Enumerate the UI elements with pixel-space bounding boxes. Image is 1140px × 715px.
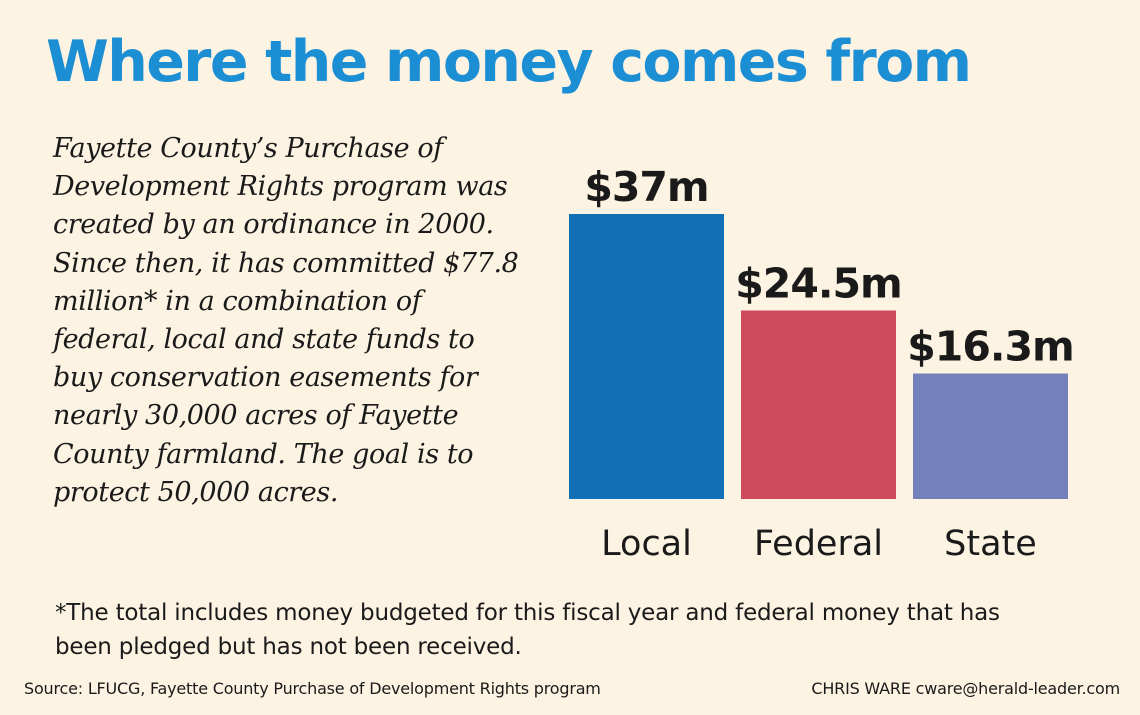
category-label-federal: Federal [754,524,883,564]
bar-chart: $37m Local $24.5m Federal $16.3m State [569,163,1075,564]
bar-local [569,214,724,499]
bar-state [913,373,1068,499]
footnote-text: *The total includes money budgeted for t… [55,600,1000,660]
value-label-local: $37m [584,163,708,211]
value-label-state: $16.3m [907,322,1073,370]
chart-title: Where the money comes from [46,29,972,95]
description-text: Fayette County’s Purchase of Development… [53,133,519,508]
source-text: Source: LFUCG, Fayette County Purchase o… [24,679,601,698]
credit-text: CHRIS WARE cware@herald-leader.com [811,679,1120,698]
category-label-local: Local [601,524,692,564]
category-label-state: State [944,524,1037,564]
value-label-federal: $24.5m [735,259,901,307]
bar-federal [741,310,896,499]
